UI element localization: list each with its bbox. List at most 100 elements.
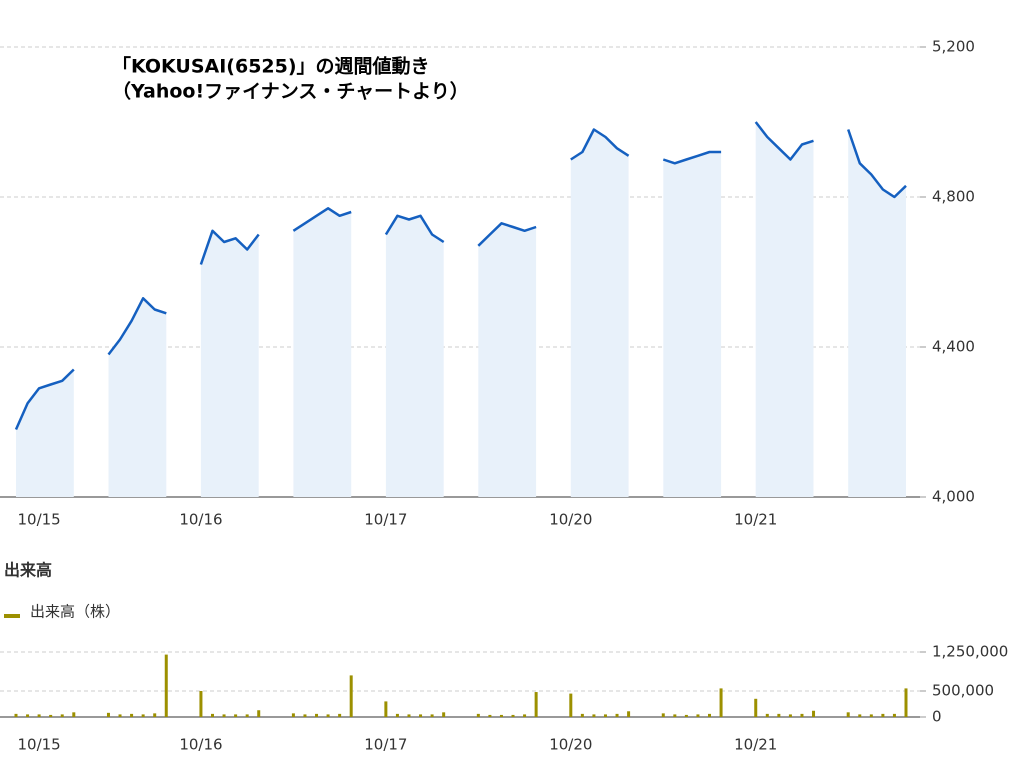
bar <box>199 691 203 717</box>
bar <box>696 714 700 717</box>
bar <box>869 714 873 717</box>
bar <box>141 714 145 717</box>
bar <box>788 714 792 717</box>
line <box>754 121 814 161</box>
x-tick-label: 10/21 <box>734 736 777 754</box>
bar <box>523 714 527 717</box>
line <box>107 297 167 356</box>
area <box>385 215 444 498</box>
y-tick-label: 5,200 <box>932 38 975 56</box>
bar <box>153 713 157 717</box>
x-tick-label: 10/16 <box>179 511 222 529</box>
bar <box>603 714 607 717</box>
bar <box>407 714 411 717</box>
bar <box>419 714 423 717</box>
area <box>755 122 814 497</box>
bar <box>858 714 862 717</box>
bar <box>315 713 319 717</box>
area <box>293 208 352 498</box>
line <box>477 222 537 247</box>
bar <box>892 713 896 717</box>
line <box>384 214 445 244</box>
bar <box>534 692 538 717</box>
bar <box>719 688 723 717</box>
bar <box>234 714 238 717</box>
bar <box>430 714 434 717</box>
bar <box>384 701 388 717</box>
bar <box>777 713 781 717</box>
area <box>108 298 167 497</box>
x-tick-label: 10/20 <box>549 511 592 529</box>
x-tick-label: 10/21 <box>734 511 777 529</box>
line <box>847 129 907 199</box>
bar <box>49 714 53 717</box>
bar <box>257 710 261 717</box>
bar <box>765 713 769 717</box>
bar <box>673 714 677 717</box>
bar <box>210 713 214 717</box>
x-tick-label: 10/16 <box>179 736 222 754</box>
bar <box>708 713 712 717</box>
area <box>663 152 722 497</box>
legend-swatch <box>4 614 20 618</box>
area <box>570 129 629 497</box>
bar <box>349 675 353 717</box>
line <box>662 150 722 165</box>
bar <box>14 713 18 717</box>
y-tick-label: 4,000 <box>932 488 975 506</box>
bar <box>580 713 584 717</box>
bar <box>442 712 446 717</box>
y-tick-label: 4,800 <box>932 188 975 206</box>
bar <box>627 711 631 717</box>
bar <box>222 714 226 717</box>
bar <box>499 714 503 717</box>
line <box>14 368 75 431</box>
area <box>848 129 906 497</box>
bar <box>754 698 758 717</box>
line <box>570 128 630 161</box>
area <box>478 223 537 498</box>
bar <box>118 714 122 717</box>
bar <box>303 714 307 717</box>
bar <box>881 713 885 717</box>
bar <box>164 654 168 717</box>
bar <box>476 713 480 717</box>
bar <box>511 714 515 717</box>
legend-label: 出来高（株） <box>30 603 120 621</box>
line <box>292 207 352 232</box>
bar <box>326 714 330 717</box>
x-tick-label: 10/15 <box>17 736 60 754</box>
bar <box>72 712 76 717</box>
y-tick-label: 500,000 <box>932 682 994 700</box>
bar <box>26 714 30 717</box>
bar <box>106 712 110 717</box>
bar <box>800 713 804 717</box>
bar <box>60 714 64 717</box>
bar <box>245 714 249 717</box>
bar <box>592 714 596 717</box>
bar <box>661 713 665 717</box>
bar <box>291 713 295 717</box>
chart-subtitle: （Yahoo!ファイナンス・チャートより） <box>112 80 469 103</box>
y-tick-label: 4,400 <box>932 338 975 356</box>
bar <box>338 713 342 717</box>
y-tick-label: 1,250,000 <box>932 643 1008 661</box>
bar <box>569 693 573 717</box>
area <box>200 230 259 498</box>
y-tick-label: 0 <box>932 708 942 726</box>
bar <box>615 713 619 717</box>
area <box>16 369 74 497</box>
bar <box>846 712 850 717</box>
x-tick-label: 10/17 <box>364 511 407 529</box>
bar <box>37 714 41 717</box>
bar <box>684 714 688 717</box>
bar <box>904 688 908 717</box>
bar <box>812 710 816 717</box>
x-tick-label: 10/17 <box>364 736 407 754</box>
line <box>199 229 260 265</box>
bar <box>488 714 492 717</box>
volume-title: 出来高 <box>4 561 52 580</box>
bar <box>395 713 399 717</box>
x-tick-label: 10/15 <box>17 511 60 529</box>
